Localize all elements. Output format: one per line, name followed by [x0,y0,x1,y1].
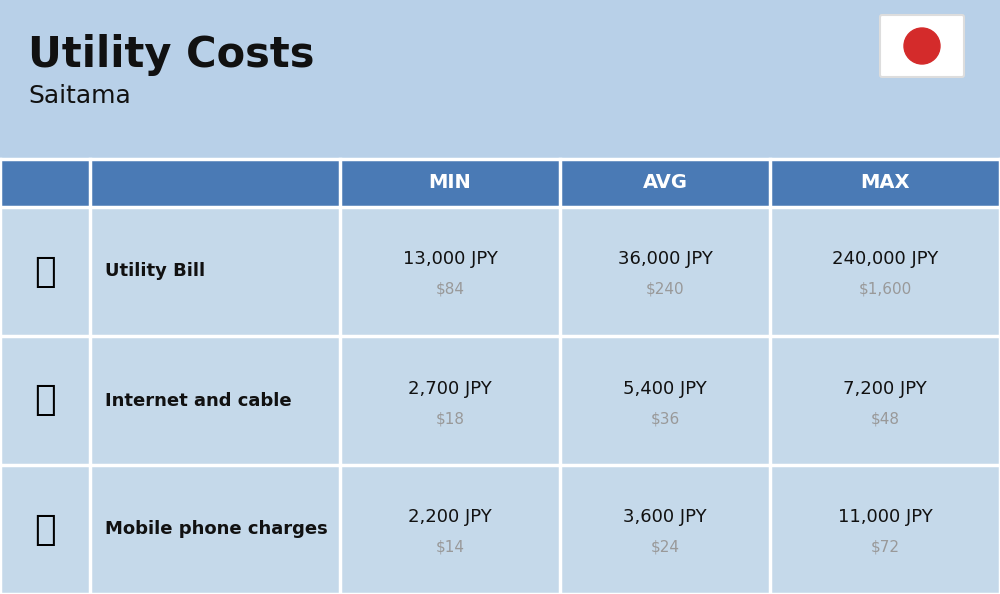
Text: Saitama: Saitama [28,84,131,108]
Text: $36: $36 [650,411,680,426]
FancyBboxPatch shape [340,465,560,594]
FancyBboxPatch shape [90,207,340,336]
Text: MAX: MAX [860,173,910,192]
Text: Mobile phone charges: Mobile phone charges [105,520,328,539]
FancyBboxPatch shape [0,207,90,336]
FancyBboxPatch shape [0,159,90,207]
FancyBboxPatch shape [880,15,964,77]
Text: Internet and cable: Internet and cable [105,391,292,409]
Text: MIN: MIN [429,173,471,192]
Text: Utility Costs: Utility Costs [28,34,314,76]
FancyBboxPatch shape [770,159,1000,207]
Text: Utility Bill: Utility Bill [105,263,205,280]
Text: 🔌: 🔌 [34,254,56,289]
FancyBboxPatch shape [560,465,770,594]
FancyBboxPatch shape [770,336,1000,465]
FancyBboxPatch shape [90,159,340,207]
FancyBboxPatch shape [90,465,340,594]
FancyBboxPatch shape [560,336,770,465]
Text: 5,400 JPY: 5,400 JPY [623,380,707,397]
Text: $14: $14 [436,540,464,555]
FancyBboxPatch shape [0,336,90,465]
FancyBboxPatch shape [340,336,560,465]
FancyBboxPatch shape [560,159,770,207]
Text: 36,000 JPY: 36,000 JPY [618,251,712,268]
FancyBboxPatch shape [340,207,560,336]
Text: AVG: AVG [642,173,688,192]
Text: 📡: 📡 [34,384,56,418]
FancyBboxPatch shape [770,465,1000,594]
Text: 📱: 📱 [34,513,56,546]
Text: 240,000 JPY: 240,000 JPY [832,251,938,268]
Text: $18: $18 [436,411,464,426]
Text: $240: $240 [646,282,684,297]
Text: $24: $24 [650,540,680,555]
Text: 2,200 JPY: 2,200 JPY [408,508,492,526]
FancyBboxPatch shape [340,159,560,207]
FancyBboxPatch shape [770,207,1000,336]
FancyBboxPatch shape [90,336,340,465]
Text: $84: $84 [436,282,464,297]
Text: $1,600: $1,600 [858,282,912,297]
FancyBboxPatch shape [0,465,90,594]
Circle shape [904,28,940,64]
Text: 11,000 JPY: 11,000 JPY [838,508,932,526]
Text: 3,600 JPY: 3,600 JPY [623,508,707,526]
Text: 7,200 JPY: 7,200 JPY [843,380,927,397]
FancyBboxPatch shape [560,207,770,336]
Text: $48: $48 [870,411,900,426]
Text: 13,000 JPY: 13,000 JPY [403,251,497,268]
Text: 2,700 JPY: 2,700 JPY [408,380,492,397]
Text: $72: $72 [870,540,900,555]
